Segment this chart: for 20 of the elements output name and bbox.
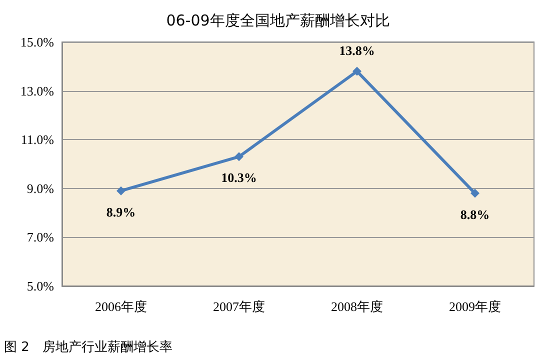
y-tick-label: 5.0% (26, 278, 54, 294)
y-tick-label: 11.0% (20, 132, 54, 148)
y-tick-label: 9.0% (26, 180, 54, 196)
point (470, 188, 480, 198)
point (116, 186, 126, 196)
data-label: 13.8% (339, 42, 375, 58)
y-tick-label: 15.0% (20, 34, 54, 50)
x-tick-label: 2008年度 (331, 299, 383, 314)
data-label: 8.9% (106, 204, 136, 220)
data-label: 10.3% (221, 170, 257, 186)
y-tick-label: 13.0% (20, 83, 54, 98)
chart-title: 06-09年度全国地产薪酬增长对比 (166, 12, 390, 30)
x-tick-label: 2007年度 (213, 299, 265, 314)
x-tick-label: 2006年度 (95, 299, 147, 314)
point (352, 66, 362, 76)
y-tick-label: 7.0% (26, 230, 54, 245)
data-label: 8.8% (460, 206, 490, 222)
point (234, 152, 244, 162)
caption: 图 2 房地产行业薪酬增长率 (4, 339, 172, 355)
x-tick-label: 2009年度 (449, 299, 501, 314)
